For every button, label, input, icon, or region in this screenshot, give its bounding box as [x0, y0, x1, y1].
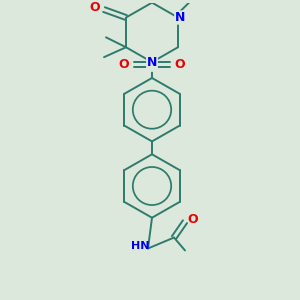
Text: HN: HN: [131, 242, 149, 251]
Text: O: O: [188, 213, 198, 226]
Text: O: O: [175, 58, 185, 70]
Text: O: O: [119, 58, 129, 70]
Text: N: N: [175, 11, 185, 24]
Text: O: O: [90, 1, 100, 14]
Text: N: N: [147, 56, 157, 69]
Text: S: S: [147, 57, 157, 71]
